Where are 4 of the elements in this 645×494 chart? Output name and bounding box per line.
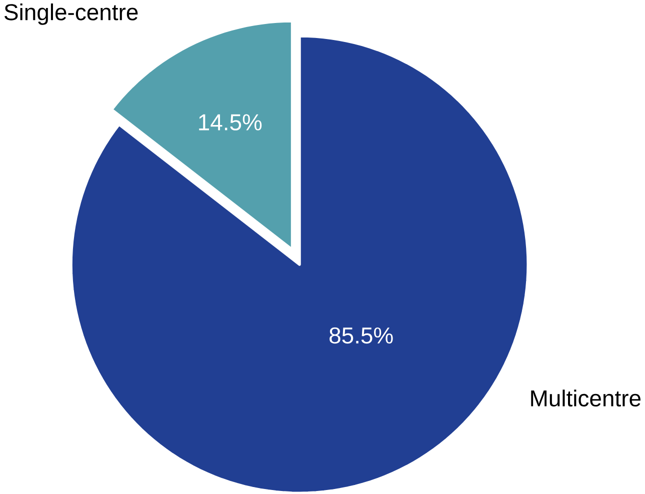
data-label: 14.5% bbox=[199, 114, 262, 130]
data-label: 85.5% bbox=[330, 327, 393, 344]
slice-label: Single-centre bbox=[4, 3, 138, 25]
slice-label: Multicentre bbox=[531, 389, 640, 406]
